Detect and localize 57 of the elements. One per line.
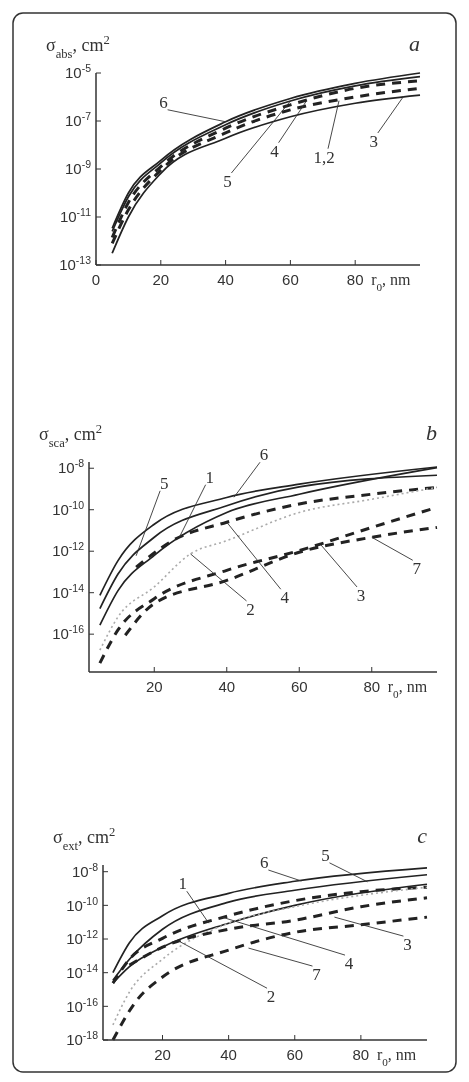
annotation: 5 xyxy=(321,845,330,865)
x-tick-label: 20 xyxy=(145,678,163,695)
x-tick-label: 60 xyxy=(282,271,299,288)
annotation: 6 xyxy=(159,92,168,112)
x-tick-label: 0 xyxy=(91,271,101,288)
annotation: 3 xyxy=(356,585,366,605)
y-tick-label: 10$^{-14}$ xyxy=(52,581,85,601)
y-tick-label: 10$^{-18}$ xyxy=(66,1029,99,1049)
x-axis-title: r$_{0}$, nm xyxy=(371,271,412,293)
annotation: 1 xyxy=(178,874,188,894)
annotation: 6 xyxy=(259,445,269,465)
annotation: 5 xyxy=(223,171,232,191)
annotation: 3 xyxy=(403,935,412,955)
y-tick-label: 10$^{-5}$ xyxy=(64,62,92,82)
annotation: 2 xyxy=(246,599,255,619)
annotation: 7 xyxy=(312,965,322,985)
y-tick-label: 10$^{-11}$ xyxy=(59,206,92,226)
y-axis-title: σ$_{ext}$, cm$^{2}$ xyxy=(53,825,116,853)
chart-title: c xyxy=(417,823,428,848)
x-tick-label: 40 xyxy=(220,1046,237,1063)
annotation: 4 xyxy=(270,141,280,161)
annotation: 4 xyxy=(280,588,290,608)
y-tick-label: 10$^{-13}$ xyxy=(59,254,92,274)
y-tick-label: 10$^{-8}$ xyxy=(71,860,99,880)
y-tick-label: 10$^{-10}$ xyxy=(66,894,99,914)
annotation: 5 xyxy=(159,473,169,493)
x-tick-label: 60 xyxy=(286,1046,304,1063)
x-tick-label: 40 xyxy=(217,271,234,288)
y-axis-title: σ$_{abs}$, cm$^{2}$ xyxy=(46,33,110,61)
x-axis-title: r$_{0}$, nm xyxy=(387,678,428,700)
y-tick-label: 10$^{-14}$ xyxy=(66,961,99,981)
y-tick-label: 10$^{-9}$ xyxy=(64,158,92,178)
x-tick-label: 80 xyxy=(363,678,381,695)
y-tick-label: 10$^{-12}$ xyxy=(66,928,99,948)
y-tick-label: 10$^{-16}$ xyxy=(52,623,85,643)
x-tick-label: 80 xyxy=(346,271,364,288)
x-tick-label: 60 xyxy=(290,678,308,695)
chart-title: a xyxy=(409,31,420,56)
annotation: 4 xyxy=(344,954,354,974)
y-tick-label: 10$^{-12}$ xyxy=(52,540,85,560)
y-tick-label: 10$^{-7}$ xyxy=(64,110,92,130)
y-axis-title: σ$_{sca}$, cm$^{2}$ xyxy=(39,422,103,450)
annotation: 7 xyxy=(412,559,422,579)
y-tick-label: 10$^{-8}$ xyxy=(57,457,85,477)
x-tick-label: 40 xyxy=(218,678,236,695)
annotation: 2 xyxy=(266,987,276,1007)
annotation: 3 xyxy=(369,131,379,151)
y-tick-label: 10$^{-16}$ xyxy=(66,995,99,1015)
x-tick-label: 20 xyxy=(152,271,170,288)
annotation: 1,2 xyxy=(313,147,335,167)
annotation: 6 xyxy=(260,852,269,872)
x-tick-label: 20 xyxy=(154,1046,171,1063)
chart-title: b xyxy=(426,420,437,445)
y-tick-label: 10$^{-10}$ xyxy=(52,498,85,518)
x-axis-title: r$_{0}$, nm xyxy=(376,1046,417,1068)
annotation: 1 xyxy=(205,467,214,487)
x-tick-label: 80 xyxy=(352,1046,370,1063)
